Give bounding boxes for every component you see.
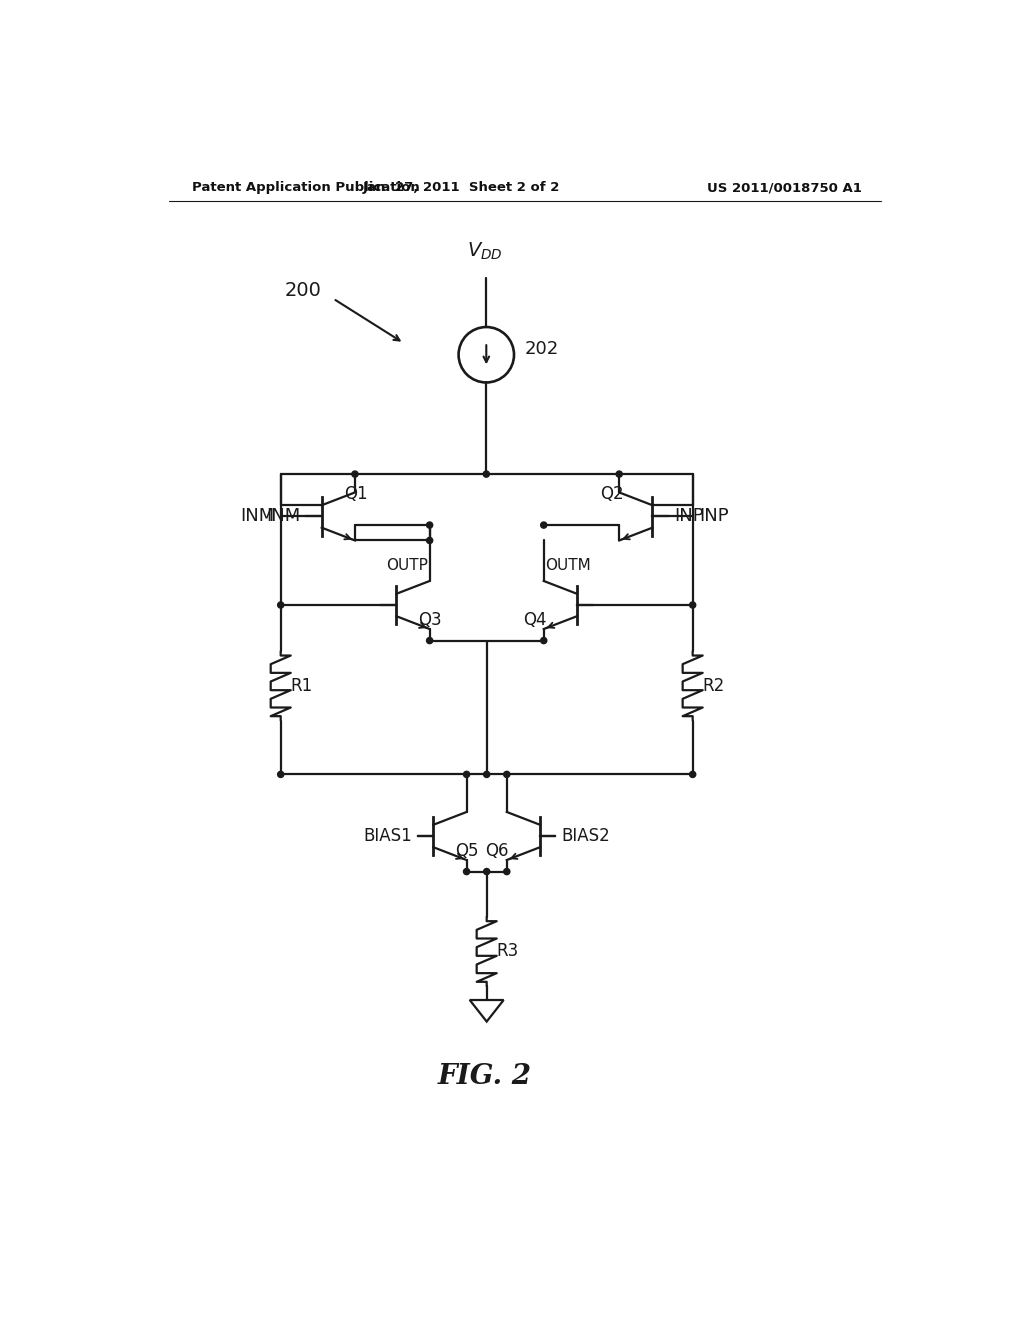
Text: INM: INM	[266, 507, 300, 525]
Circle shape	[541, 521, 547, 528]
Circle shape	[464, 869, 470, 875]
Circle shape	[616, 471, 623, 478]
Text: Q5: Q5	[455, 842, 478, 861]
Text: 200: 200	[285, 281, 322, 301]
Circle shape	[427, 537, 433, 544]
Text: INM: INM	[241, 507, 274, 525]
Text: OUTP: OUTP	[386, 558, 428, 573]
Text: Patent Application Publication: Patent Application Publication	[193, 181, 420, 194]
Circle shape	[483, 771, 489, 777]
Text: 202: 202	[524, 339, 559, 358]
Text: R2: R2	[701, 677, 724, 694]
Text: FIG. 2: FIG. 2	[438, 1063, 531, 1090]
Circle shape	[689, 602, 695, 609]
Text: Q4: Q4	[523, 611, 547, 630]
Circle shape	[504, 869, 510, 875]
Circle shape	[352, 471, 358, 478]
Text: Q3: Q3	[418, 611, 441, 630]
Circle shape	[278, 602, 284, 609]
Text: INP: INP	[674, 507, 703, 525]
Circle shape	[504, 771, 510, 777]
Text: US 2011/0018750 A1: US 2011/0018750 A1	[708, 181, 862, 194]
Text: Q2: Q2	[600, 484, 624, 503]
Text: Q1: Q1	[345, 484, 369, 503]
Circle shape	[464, 771, 470, 777]
Text: BIAS2: BIAS2	[561, 828, 610, 845]
Circle shape	[541, 638, 547, 644]
Text: OUTM: OUTM	[546, 558, 591, 573]
Text: R1: R1	[290, 677, 312, 694]
Circle shape	[483, 471, 489, 478]
Text: $V_{DD}$: $V_{DD}$	[467, 242, 503, 263]
Text: INP: INP	[698, 507, 728, 525]
Text: Jan. 27, 2011  Sheet 2 of 2: Jan. 27, 2011 Sheet 2 of 2	[362, 181, 560, 194]
Circle shape	[427, 638, 433, 644]
Circle shape	[427, 521, 433, 528]
Text: R3: R3	[496, 942, 518, 961]
Text: Q6: Q6	[484, 842, 508, 861]
Circle shape	[689, 771, 695, 777]
Text: BIAS1: BIAS1	[364, 828, 412, 845]
Circle shape	[278, 771, 284, 777]
Circle shape	[483, 869, 489, 875]
